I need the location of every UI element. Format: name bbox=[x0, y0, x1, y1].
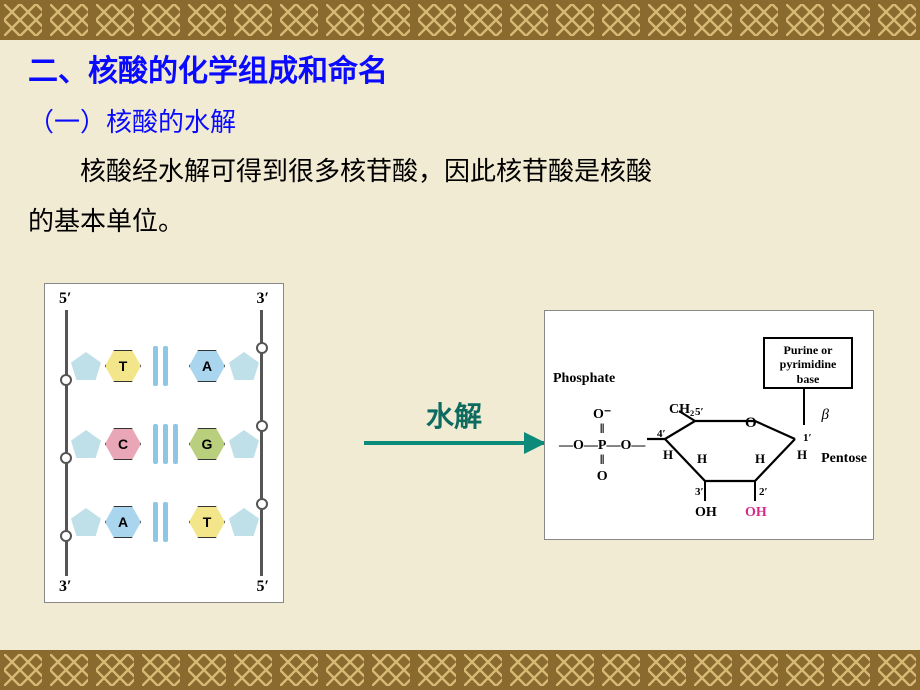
arrow-icon bbox=[364, 441, 544, 445]
hydrogen-bond bbox=[153, 502, 158, 542]
border-tile bbox=[230, 650, 276, 690]
border-tile bbox=[874, 650, 920, 690]
border-tile bbox=[46, 0, 92, 40]
border-tile bbox=[782, 0, 828, 40]
border-tile bbox=[506, 650, 552, 690]
hydrogen-bond bbox=[163, 346, 168, 386]
label-5prime-bottom: 5′ bbox=[257, 578, 270, 596]
base-hex: G bbox=[189, 428, 225, 460]
border-tile bbox=[0, 0, 46, 40]
border-tile bbox=[506, 0, 552, 40]
base-hex: C bbox=[105, 428, 141, 460]
border-tile bbox=[874, 0, 920, 40]
border-tile bbox=[230, 0, 276, 40]
border-tile bbox=[322, 650, 368, 690]
border-tile bbox=[828, 650, 874, 690]
border-tile bbox=[460, 0, 506, 40]
nucleotide-structure-figure: Phosphate Pentose Purine or pyrimidine b… bbox=[544, 310, 874, 540]
border-tile bbox=[736, 0, 782, 40]
svg-text:OH: OH bbox=[695, 505, 717, 520]
border-tile bbox=[460, 650, 506, 690]
dna-duplex-figure: 5′ 3′ 3′ 5′ TACGAT bbox=[44, 283, 284, 603]
label-3prime-bottom: 3′ bbox=[59, 578, 72, 596]
svg-text:O: O bbox=[745, 415, 757, 431]
body-line-2: 的基本单位。 bbox=[28, 199, 892, 243]
border-tile bbox=[598, 0, 644, 40]
hydrogen-bond bbox=[153, 346, 158, 386]
base-hex: T bbox=[189, 506, 225, 538]
pentose-ring-svg: O CH₂ H H H H OH OH 5′ 4′ 3′ 2′ 1′ bbox=[545, 311, 875, 541]
svg-text:3′: 3′ bbox=[695, 486, 704, 498]
sugar-icon bbox=[229, 352, 259, 380]
arrow-label: 水解 bbox=[354, 395, 554, 435]
border-tile bbox=[138, 0, 184, 40]
base-pair: AT bbox=[65, 494, 265, 550]
hydrogen-bond bbox=[163, 502, 168, 542]
svg-text:H: H bbox=[663, 447, 673, 462]
base-hex: A bbox=[189, 350, 225, 382]
hydrogen-bond bbox=[173, 424, 178, 464]
border-tile bbox=[368, 0, 414, 40]
svg-text:H: H bbox=[697, 451, 707, 466]
border-tile bbox=[690, 0, 736, 40]
border-tile bbox=[552, 0, 598, 40]
border-tile bbox=[322, 0, 368, 40]
svg-text:1′: 1′ bbox=[803, 432, 812, 444]
slide-content: 二、核酸的化学组成和命名 （一）核酸的水解 核酸经水解可得到很多核苷酸，因此核苷… bbox=[28, 46, 892, 243]
decorative-border-bottom bbox=[0, 650, 920, 690]
sugar-icon bbox=[71, 430, 101, 458]
border-tile bbox=[92, 0, 138, 40]
border-tile bbox=[0, 650, 46, 690]
border-tile bbox=[276, 0, 322, 40]
label-3prime-top: 3′ bbox=[257, 290, 270, 308]
sugar-icon bbox=[229, 508, 259, 536]
border-tile bbox=[414, 0, 460, 40]
svg-text:5′: 5′ bbox=[695, 406, 704, 418]
sugar-icon bbox=[71, 508, 101, 536]
svg-text:CH₂: CH₂ bbox=[669, 402, 694, 417]
hydrogen-bond bbox=[163, 424, 168, 464]
svg-text:H: H bbox=[797, 447, 807, 462]
sugar-icon bbox=[71, 352, 101, 380]
base-pair: TA bbox=[65, 338, 265, 394]
hydrolysis-arrow-group: 水解 bbox=[354, 395, 554, 445]
label-5prime-top: 5′ bbox=[59, 290, 72, 308]
base-pair: CG bbox=[65, 416, 265, 472]
border-tile bbox=[598, 650, 644, 690]
border-tile bbox=[184, 650, 230, 690]
svg-text:OH: OH bbox=[745, 505, 767, 520]
decorative-border-top bbox=[0, 0, 920, 40]
border-tile bbox=[92, 650, 138, 690]
border-tile bbox=[644, 650, 690, 690]
base-hex: A bbox=[105, 506, 141, 538]
border-tile bbox=[46, 650, 92, 690]
base-hex: T bbox=[105, 350, 141, 382]
svg-text:2′: 2′ bbox=[759, 486, 768, 498]
subsection-heading: （一）核酸的水解 bbox=[28, 102, 892, 139]
section-heading: 二、核酸的化学组成和命名 bbox=[28, 46, 892, 90]
figure-row: 5′ 3′ 3′ 5′ TACGAT 水解 Phosphate Pentose … bbox=[44, 280, 874, 620]
border-tile bbox=[782, 650, 828, 690]
svg-text:H: H bbox=[755, 451, 765, 466]
border-tile bbox=[138, 650, 184, 690]
sugar-icon bbox=[229, 430, 259, 458]
border-tile bbox=[828, 0, 874, 40]
border-tile bbox=[552, 650, 598, 690]
border-tile bbox=[644, 0, 690, 40]
hydrogen-bond bbox=[153, 424, 158, 464]
border-tile bbox=[368, 650, 414, 690]
border-tile bbox=[276, 650, 322, 690]
svg-text:4′: 4′ bbox=[657, 428, 666, 440]
body-line-1: 核酸经水解可得到很多核苷酸，因此核苷酸是核酸 bbox=[28, 149, 892, 193]
border-tile bbox=[736, 650, 782, 690]
border-tile bbox=[690, 650, 736, 690]
border-tile bbox=[184, 0, 230, 40]
border-tile bbox=[414, 650, 460, 690]
